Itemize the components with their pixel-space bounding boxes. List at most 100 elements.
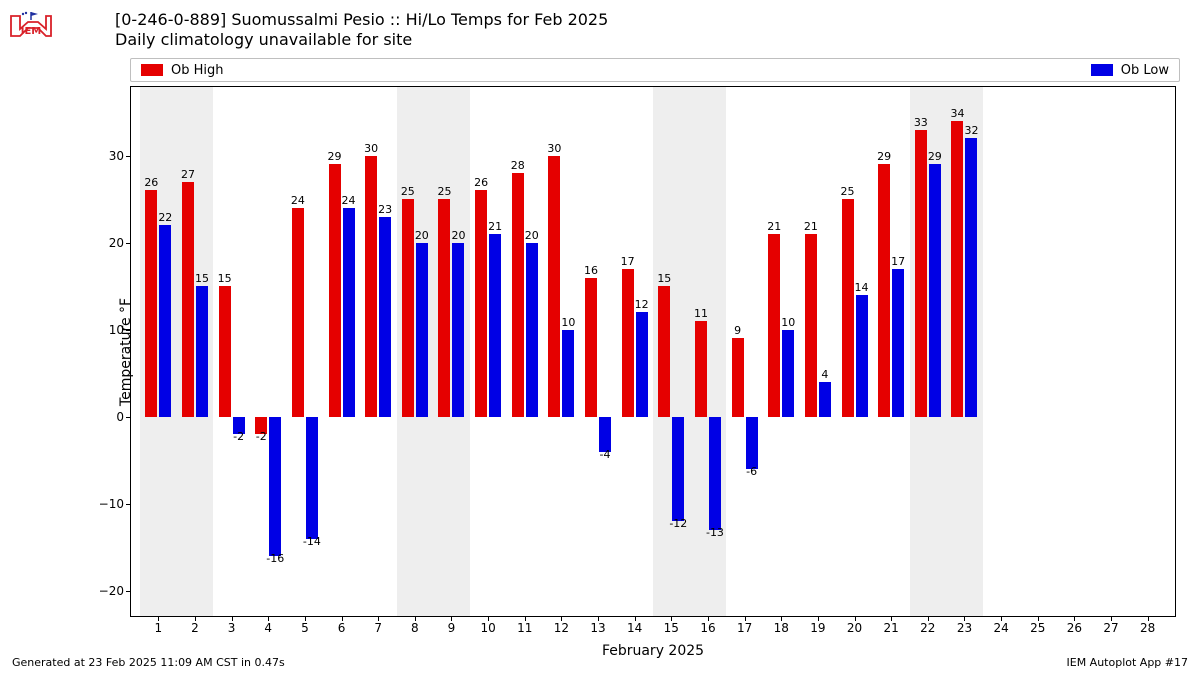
ob-low-bar [672,417,684,521]
ob-high-bar-label: 26 [144,176,158,189]
ob-high-bar [658,286,670,417]
ob-low-bar-label: 4 [821,368,828,381]
ob-high-bar [512,173,524,417]
x-tick-label: 2 [191,621,199,635]
ob-low-bar-label: -4 [600,448,611,461]
footer-generated: Generated at 23 Feb 2025 11:09 AM CST in… [12,656,285,669]
ob-low-bar [452,243,464,417]
x-tick-label: 18 [774,621,789,635]
legend-item-ob-high: Ob High [141,63,224,78]
ob-high-bar-label: 34 [950,107,964,120]
ob-low-bar [856,295,868,417]
ob-low-bar-label: 23 [378,203,392,216]
x-tick-label: 22 [920,621,935,635]
legend-label-low: Ob Low [1121,63,1169,78]
x-tick-label: 26 [1067,621,1082,635]
ob-high-bar-label: 17 [621,255,635,268]
legend-swatch-high [141,64,163,76]
x-tick-label: 27 [1103,621,1118,635]
ob-low-bar [269,417,281,556]
x-tick-label: 10 [480,621,495,635]
x-tick-label: 5 [301,621,309,635]
ob-high-bar [438,199,450,417]
ob-low-bar-label: 22 [158,211,172,224]
x-tick-label: 21 [884,621,899,635]
ob-high-bar [548,156,560,417]
ob-high-bar-label: 16 [584,264,598,277]
ob-low-bar [709,417,721,530]
ob-low-bar [306,417,318,539]
legend-label-high: Ob High [171,63,224,78]
ob-low-bar-label: 21 [488,220,502,233]
ob-high-bar [805,234,817,417]
ob-high-bar [878,164,890,416]
x-tick-label: 28 [1140,621,1155,635]
ob-high-bar-label: 28 [511,159,525,172]
ob-high-bar-label: 33 [914,116,928,129]
ob-low-bar [196,286,208,417]
ob-high-bar-label: 29 [328,150,342,163]
x-tick-label: 17 [737,621,752,635]
x-tick-label: 20 [847,621,862,635]
x-tick-label: 3 [228,621,236,635]
ob-low-bar-label: 24 [342,194,356,207]
y-tick-label: 0 [96,410,124,424]
ob-high-bar [402,199,414,417]
chart-title: [0-246-0-889] Suomussalmi Pesio :: Hi/Lo… [115,10,608,30]
ob-low-bar [965,138,977,417]
ob-low-bar-label: 10 [561,316,575,329]
ob-high-bar-label: 25 [437,185,451,198]
x-tick-label: 23 [957,621,972,635]
ob-low-bar [562,330,574,417]
ob-low-bar [343,208,355,417]
x-axis-label: February 2025 [130,643,1176,659]
ob-high-bar-label: 27 [181,168,195,181]
ob-low-bar [636,312,648,416]
ob-high-bar-label: 26 [474,176,488,189]
x-tick-label: 8 [411,621,419,635]
ob-low-bar-label: 29 [928,150,942,163]
ob-low-bar-label: 12 [635,298,649,311]
ob-high-bar [182,182,194,417]
ob-low-bar [159,225,171,417]
y-tick-label: −20 [96,584,124,598]
ob-low-bar-label: 15 [195,272,209,285]
ob-high-bar-label: 25 [841,185,855,198]
x-tick-label: 9 [448,621,456,635]
ob-low-bar-label: -12 [669,517,687,530]
x-tick-label: 15 [664,621,679,635]
svg-text:IEM: IEM [21,26,42,37]
ob-low-bar-label: 20 [525,229,539,242]
legend: Ob High Ob Low [130,58,1180,82]
chart-subtitle: Daily climatology unavailable for site [115,30,608,50]
ob-high-bar-label: 15 [657,272,671,285]
ob-high-bar [219,286,231,417]
ob-high-bar-label: 15 [218,272,232,285]
ob-low-bar-label: -14 [303,535,321,548]
ob-low-bar [416,243,428,417]
ob-high-bar [842,199,854,417]
ob-high-bar [329,164,341,416]
x-tick-label: 4 [264,621,272,635]
ob-high-bar [951,121,963,417]
ob-low-bar-label: 20 [415,229,429,242]
x-tick-label: 11 [517,621,532,635]
legend-swatch-low [1091,64,1113,76]
y-tick-label: 20 [96,236,124,250]
ob-low-bar [892,269,904,417]
ob-high-bar-label: -2 [256,430,267,443]
ob-low-bar-label: 32 [964,124,978,137]
ob-low-bar [746,417,758,469]
ob-low-bar [599,417,611,452]
x-tick-label: 19 [810,621,825,635]
ob-low-bar [782,330,794,417]
x-tick-label: 16 [700,621,715,635]
ob-high-bar [365,156,377,417]
ob-high-bar-label: 21 [767,220,781,233]
legend-item-ob-low: Ob Low [1091,63,1169,78]
ob-low-bar-label: 20 [451,229,465,242]
ob-low-bar-label: -6 [746,465,757,478]
ob-high-bar-label: 30 [364,142,378,155]
ob-high-bar [292,208,304,417]
plot-area: −20−100102030123456789101112131415161718… [130,86,1176,617]
